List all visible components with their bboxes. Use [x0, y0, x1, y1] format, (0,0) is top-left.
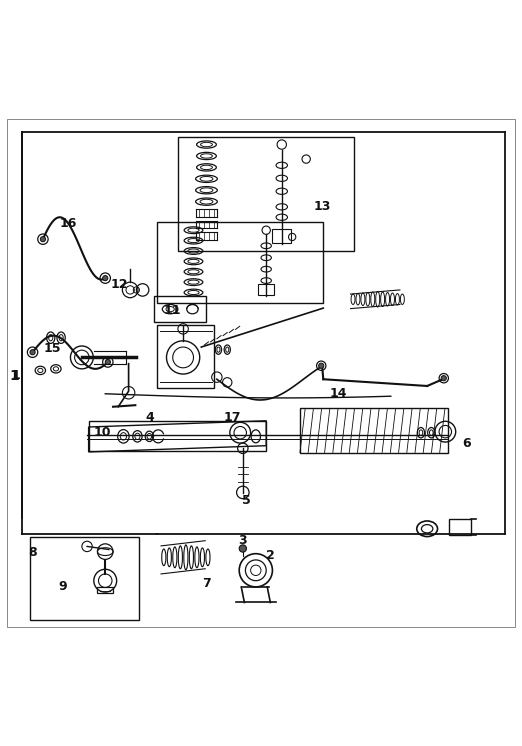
Circle shape: [318, 363, 324, 369]
Text: 10: 10: [94, 426, 111, 439]
Text: 2: 2: [266, 549, 275, 562]
Circle shape: [40, 236, 45, 242]
Circle shape: [441, 375, 446, 380]
Text: 14: 14: [329, 387, 347, 401]
Text: 9: 9: [58, 580, 67, 593]
Circle shape: [105, 360, 111, 365]
Text: 5: 5: [242, 494, 251, 507]
Text: 11: 11: [164, 304, 182, 317]
Text: 13: 13: [314, 201, 331, 213]
Circle shape: [30, 350, 35, 355]
Text: 17: 17: [224, 410, 241, 424]
Text: 16: 16: [59, 217, 77, 230]
Text: 1: 1: [11, 369, 20, 382]
Circle shape: [103, 275, 108, 280]
Text: 3: 3: [239, 533, 247, 547]
Text: 15: 15: [43, 342, 61, 354]
Text: 6: 6: [462, 436, 470, 450]
Text: 7: 7: [202, 577, 211, 590]
Circle shape: [239, 545, 246, 552]
Text: 1: 1: [9, 369, 19, 383]
Text: 12: 12: [111, 278, 128, 291]
Text: 8: 8: [28, 545, 37, 559]
Text: 4: 4: [145, 410, 154, 424]
